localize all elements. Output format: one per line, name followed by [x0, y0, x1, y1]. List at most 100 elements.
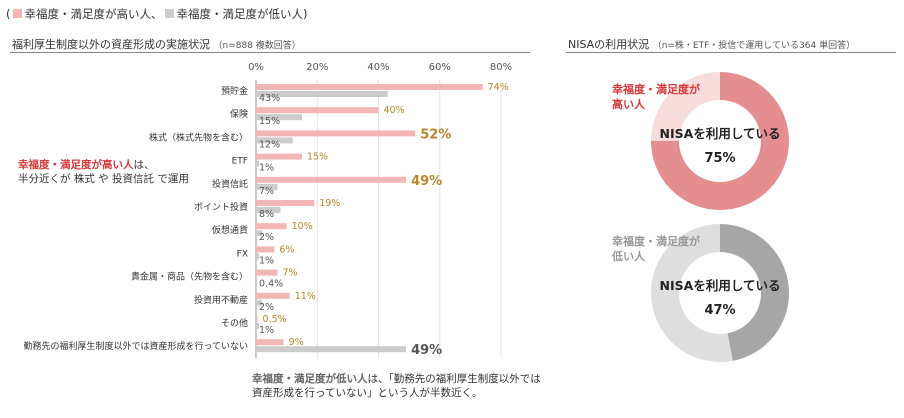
category-label: ETF	[232, 157, 248, 167]
bar-high-value-label: 0.5%	[263, 314, 287, 325]
bar-low	[256, 91, 388, 97]
bar-low	[256, 183, 278, 190]
bar-high	[256, 176, 407, 183]
x-tick-label: 80%	[490, 62, 512, 73]
donut-high-center-value: 75%	[704, 151, 736, 166]
legend-low-swatch	[164, 9, 174, 18]
bar-low	[256, 137, 293, 144]
donut-section-title-rule	[566, 52, 896, 53]
bar-chart-title-rule	[10, 52, 530, 53]
annotation-high-rest: は、	[133, 159, 155, 171]
category-label: 保険	[230, 108, 248, 120]
bar-high	[256, 292, 290, 299]
bar-high	[256, 84, 483, 90]
bar-low-value-label: 12%	[259, 139, 280, 150]
bar-high	[256, 316, 258, 322]
donut-section-title: NISAの利用状況 （n=株・ETF・投信で運用している364 単回答）	[568, 36, 855, 52]
bar-high	[256, 107, 379, 114]
legend-low-label: 幸福度・満足度が低い人)	[176, 7, 308, 21]
annotation-low: 幸福度・満足度が低い人は、「勤務先の福利厚生制度以外では 資産形成を行っていない…	[252, 372, 541, 400]
x-tick-label: 40%	[367, 62, 389, 73]
x-tick-label: 60%	[429, 62, 451, 73]
bar-low-value-label: 49%	[411, 343, 442, 358]
bar-chart-title-sub: （n=888 複数回答）	[213, 41, 301, 51]
bar-low-value-label: 2%	[259, 232, 274, 243]
donut-low-label: 幸福度・満足度が 低い人	[612, 234, 700, 264]
category-label: 投資信託	[212, 178, 248, 190]
donut-low-center-line1: NISAを利用している	[659, 278, 781, 293]
annotation-high: 幸福度・満足度が高い人は、 半分近くが 株式 や 投資信託 で運用	[18, 158, 189, 186]
legend-high-swatch	[12, 9, 22, 18]
x-tick-label: 0%	[248, 62, 264, 73]
donut-high-label: 幸福度・満足度が 高い人	[612, 82, 700, 112]
donut-low-center: NISAを利用している 47%	[645, 274, 795, 323]
donut-section-title-main: NISAの利用状況	[568, 38, 650, 51]
bar-low-value-label: 2%	[259, 302, 274, 313]
bar-high	[256, 223, 287, 230]
bar-high	[256, 269, 278, 276]
donut-high-center-line1: NISAを利用している	[659, 126, 781, 141]
bar-high	[256, 339, 284, 346]
bar-low	[256, 114, 302, 121]
bar-low	[256, 299, 263, 306]
donut-high-slice	[651, 72, 789, 210]
category-label: 株式（株式先物を含む）	[149, 131, 248, 143]
category-label: 仮想通貨	[212, 224, 248, 236]
category-label: 投資用不動産	[194, 294, 248, 306]
bar-low-value-label: 1%	[259, 163, 274, 174]
donut-low-label-line2: 低い人	[612, 250, 645, 263]
bar-high	[256, 130, 416, 137]
donut-low-center-value: 47%	[704, 303, 736, 318]
category-label: FX	[237, 249, 248, 259]
bar-low	[256, 207, 281, 213]
bar-chart-title: 福利厚生制度以外の資産形成の実施状況 （n=888 複数回答）	[12, 36, 301, 52]
bar-low	[256, 230, 263, 237]
bar-low-value-label: 15%	[259, 116, 280, 127]
category-label: 預貯金	[221, 85, 248, 97]
bar-high	[256, 153, 302, 160]
bar-low	[256, 346, 407, 353]
annotation-low-line2: 資産形成を行っていない」という人が半数近く。	[252, 387, 483, 399]
bar-high-value-label: 6%	[279, 244, 294, 255]
category-label: 勤務先の福利厚生制度以外では資産形成を行っていない	[23, 340, 248, 352]
annotation-high-line2: 半分近くが 株式 や 投資信託 で運用	[18, 173, 189, 185]
donut-high-label-line2: 高い人	[612, 98, 645, 111]
bar-high-value-label: 49%	[411, 174, 442, 189]
bar-low-value-label: 1%	[259, 255, 274, 266]
category-label: その他	[221, 317, 248, 329]
legend: ( 幸福度・満足度が高い人、 幸福度・満足度が低い人)	[6, 6, 308, 22]
bar-high-value-label: 10%	[292, 221, 313, 232]
donut-high-center: NISAを利用している 75%	[645, 122, 795, 171]
bar-low-value-label: 43%	[259, 93, 280, 104]
bar-high-value-label: 19%	[319, 198, 340, 209]
bar-high-value-label: 52%	[420, 127, 451, 142]
annotation-low-rest: は、「勤務先の福利厚生制度以外では	[367, 373, 541, 385]
legend-high-label: 幸福度・満足度が高い人、	[24, 7, 163, 21]
bar-low-value-label: 1%	[259, 325, 274, 336]
annotation-high-highlight: 幸福度・満足度が高い人	[18, 159, 134, 171]
bar-high-value-label: 15%	[307, 152, 328, 163]
category-label: ポイント投資	[194, 201, 248, 213]
bar-low	[256, 276, 258, 283]
x-tick-label: 20%	[306, 62, 328, 73]
bar-high-value-label: 11%	[295, 291, 316, 302]
bar-high-value-label: 40%	[384, 105, 405, 116]
bar-low-value-label: 7%	[259, 186, 274, 197]
bar-low-value-label: 0.4%	[259, 279, 283, 290]
bar-chart-title-main: 福利厚生制度以外の資産形成の実施状況	[12, 38, 210, 51]
bar-high-value-label: 9%	[289, 337, 304, 348]
bar-high-value-label: 7%	[282, 268, 297, 279]
donut-low-slice	[651, 224, 789, 362]
bar-high	[256, 200, 315, 206]
bar-low-value-label: 8%	[259, 209, 274, 220]
donut-high-label-line1: 幸福度・満足度が	[612, 83, 700, 96]
bar-low	[256, 323, 260, 329]
bar-low	[256, 160, 260, 167]
donut-low-label-line1: 幸福度・満足度が	[612, 235, 700, 248]
legend-open-paren: (	[6, 7, 11, 21]
annotation-low-highlight: 幸福度・満足度が低い人	[252, 373, 368, 385]
category-label: 貴金属・商品（先物を含む）	[131, 271, 248, 283]
donut-section-title-sub: （n=株・ETF・投信で運用している364 単回答）	[652, 41, 856, 51]
bar-high	[256, 246, 275, 253]
